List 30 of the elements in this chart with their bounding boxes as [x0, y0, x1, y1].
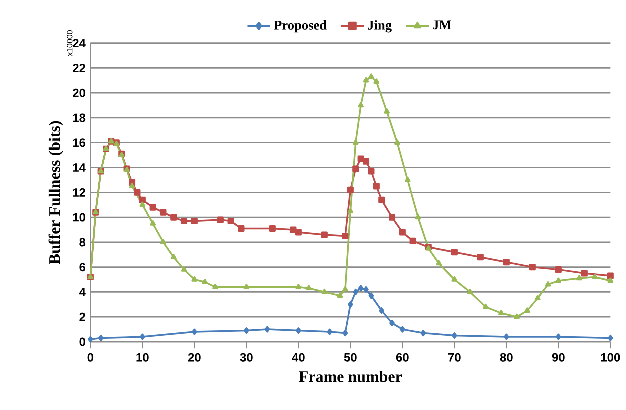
x-tick-label: 40 [292, 353, 305, 362]
x-tick-label: 20 [188, 353, 201, 362]
y-tick-label: 24 [73, 39, 86, 48]
legend-label: Proposed [274, 20, 327, 33]
legend-label: Jing [368, 20, 392, 33]
x-tick-label: 80 [500, 353, 513, 362]
y-axis-title: Buffer Fullness (bits) [48, 121, 64, 264]
x-tick-label: 30 [240, 353, 253, 362]
legend-label: JM [433, 20, 452, 30]
y-tick-label: 18 [73, 114, 86, 122]
text: x10000 [67, 30, 73, 56]
y-tick-label: 22 [73, 64, 86, 72]
y-tick-label: 10 [73, 213, 86, 222]
x-tick-label: 100 [601, 353, 620, 362]
x-tick-label: 70 [448, 353, 461, 362]
x-tick-label: 50 [344, 353, 357, 362]
x-tick-label: 60 [396, 353, 409, 362]
y-tick-label: 6 [80, 263, 86, 272]
y-tick-label: 2 [80, 312, 86, 322]
x-tick-label: 0 [88, 353, 94, 362]
y-tick-label: 12 [73, 188, 86, 197]
x-axis-title: Frame number [299, 371, 402, 382]
y-tick-label: 20 [73, 88, 86, 98]
y-tick-label: 14 [73, 164, 86, 172]
y-tick-label: 16 [73, 138, 86, 148]
x-tick-label: 90 [552, 353, 565, 362]
x-tick-label: 10 [136, 353, 149, 362]
y-tick-label: 4 [79, 288, 86, 296]
y-tick-label: 0 [80, 338, 86, 346]
y-tick-label: 8 [80, 238, 86, 247]
